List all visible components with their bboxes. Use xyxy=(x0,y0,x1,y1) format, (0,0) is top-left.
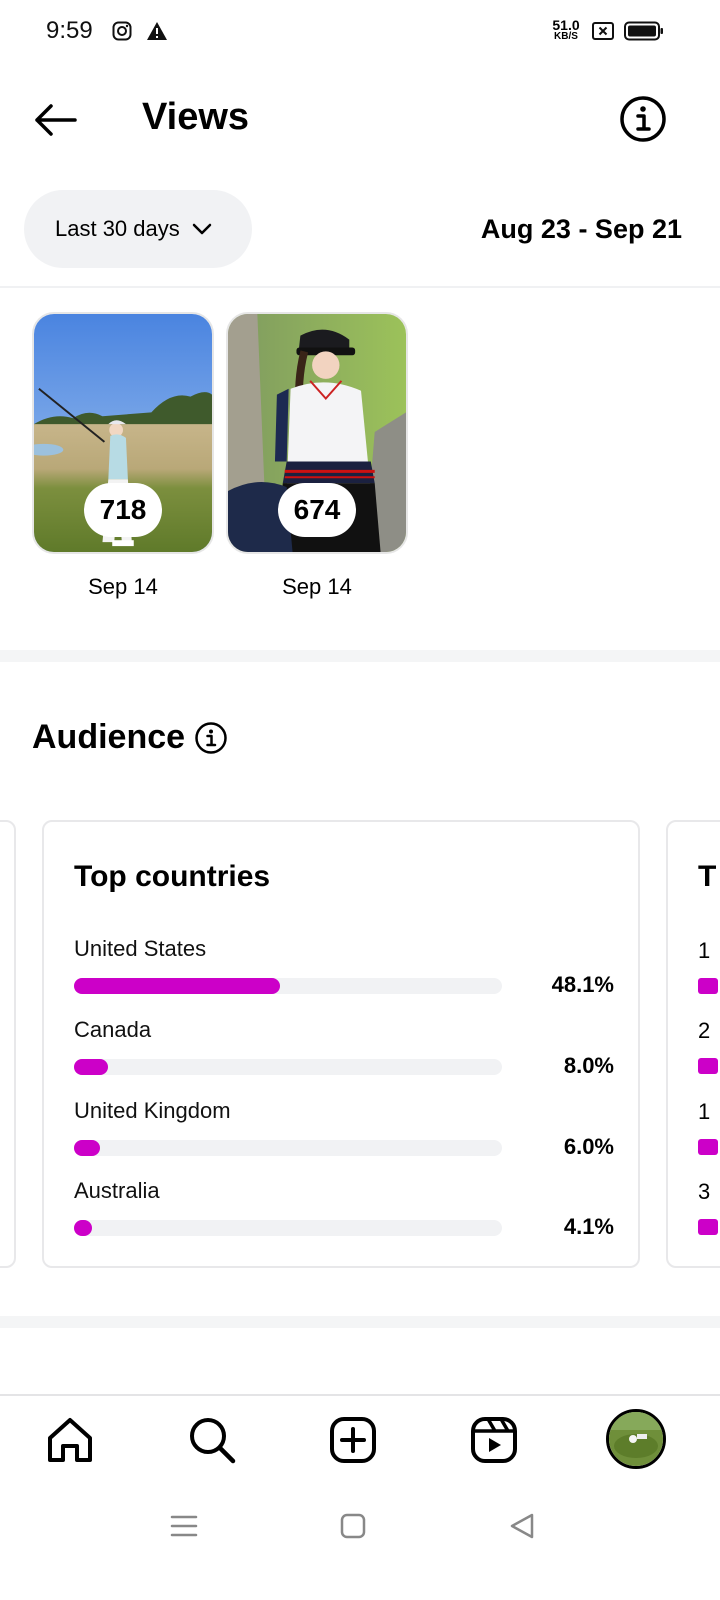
country-row: United Kingdom 6.0% xyxy=(74,1098,614,1168)
instagram-icon xyxy=(112,21,132,41)
peek-bar xyxy=(698,1219,718,1235)
back-button[interactable] xyxy=(30,98,80,142)
status-bar: 9:59 51.0 KB/S xyxy=(0,0,720,64)
audience-card-next[interactable]: T 1 2 1 3 xyxy=(666,820,720,1268)
peek-bar xyxy=(698,1139,718,1155)
content-date: Sep 14 xyxy=(88,574,158,599)
home-square-icon[interactable] xyxy=(337,1510,369,1542)
audience-card-previous[interactable] xyxy=(0,820,16,1268)
country-bar-track xyxy=(74,1220,502,1236)
content-thumbnail[interactable]: 718 xyxy=(32,312,214,554)
network-speed-unit: KB/S xyxy=(554,31,578,42)
back-triangle-icon[interactable] xyxy=(506,1510,538,1542)
country-name: Australia xyxy=(74,1178,160,1203)
peek-bar xyxy=(698,978,718,994)
country-name: United States xyxy=(74,936,207,961)
search-icon[interactable] xyxy=(186,1414,238,1466)
profile-avatar[interactable] xyxy=(606,1409,666,1469)
peek-bar xyxy=(698,1058,718,1074)
golfer-portrait-photo xyxy=(228,314,406,552)
country-name: United Kingdom xyxy=(74,1098,231,1123)
create-icon[interactable] xyxy=(327,1414,379,1466)
country-row: United States 48.1% xyxy=(74,936,614,1006)
bottom-nav xyxy=(0,1396,720,1484)
country-bar-track xyxy=(74,1059,502,1075)
battery-icon xyxy=(624,21,663,41)
section-divider xyxy=(0,650,720,662)
peek-row-value: 2 xyxy=(698,1018,711,1043)
country-row: Australia 4.1% xyxy=(74,1178,614,1248)
country-percent: 6.0% xyxy=(563,1134,614,1159)
date-range-dropdown-label: Last 30 days xyxy=(55,216,180,241)
country-bar-fill xyxy=(74,1059,109,1075)
menu-icon[interactable] xyxy=(168,1510,200,1542)
status-time: 9:59 xyxy=(46,17,93,44)
sim-disabled-icon xyxy=(592,22,614,40)
home-icon[interactable] xyxy=(44,1414,96,1466)
country-bar-fill xyxy=(74,1140,100,1156)
network-speed-value: 51.0 xyxy=(552,17,580,33)
country-bar-track xyxy=(74,978,502,994)
view-count-badge: 674 xyxy=(278,483,356,537)
country-percent: 48.1% xyxy=(551,972,614,997)
country-bar-track xyxy=(74,1140,502,1156)
country-bar-fill xyxy=(74,1220,92,1236)
date-range-dropdown[interactable]: Last 30 days xyxy=(24,190,252,268)
country-percent: 4.1% xyxy=(563,1214,614,1239)
content-thumbnail[interactable]: 674 xyxy=(226,312,408,554)
country-row: Canada 8.0% xyxy=(74,1017,614,1087)
card-title: Top countries xyxy=(74,860,271,893)
peek-row-value: 1 xyxy=(698,1099,711,1124)
avatar-image xyxy=(609,1412,663,1466)
view-count-badge: 718 xyxy=(84,483,162,537)
country-name: Canada xyxy=(74,1017,152,1042)
chevron-down-icon xyxy=(192,223,211,235)
peek-row-value: 1 xyxy=(698,938,711,963)
warning-icon xyxy=(147,22,167,40)
bottom-nav-divider xyxy=(0,1394,720,1396)
reels-icon[interactable] xyxy=(468,1414,520,1466)
date-range-text: Aug 23 - Sep 21 xyxy=(480,214,682,244)
audience-title: Audience xyxy=(32,718,186,756)
top-countries-card[interactable]: Top countries United States 48.1% Canada… xyxy=(42,820,640,1268)
page-title: Views xyxy=(142,96,250,138)
content-date: Sep 14 xyxy=(282,574,352,599)
country-percent: 8.0% xyxy=(563,1053,614,1078)
info-icon[interactable] xyxy=(194,721,228,755)
divider xyxy=(0,286,720,288)
peek-row-value: 3 xyxy=(698,1179,711,1204)
info-icon[interactable] xyxy=(618,94,668,144)
arrow-left-icon xyxy=(35,104,77,136)
system-nav-bar xyxy=(0,1490,720,1560)
filter-row: Last 30 days Aug 23 - Sep 21 xyxy=(0,190,720,270)
page-header: Views xyxy=(0,80,720,160)
country-bar-fill xyxy=(74,978,280,994)
network-speed: 51.0 KB/S xyxy=(548,18,584,42)
section-divider xyxy=(0,1316,720,1328)
card-title-peek: T xyxy=(698,860,717,893)
